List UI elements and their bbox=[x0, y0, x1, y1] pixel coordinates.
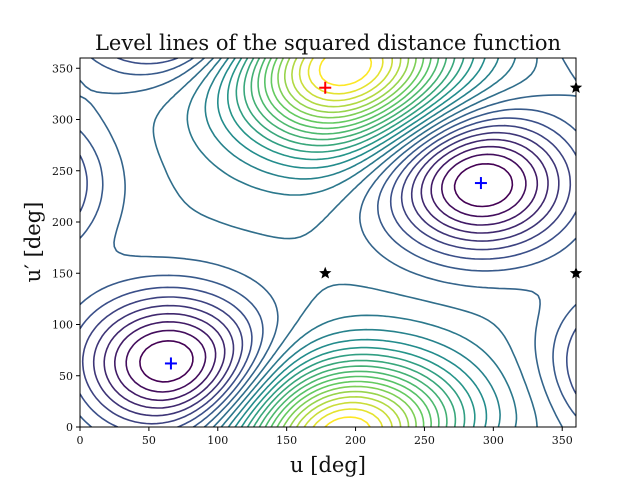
y-tick-label: 50 bbox=[59, 370, 73, 383]
y-tick-label: 250 bbox=[52, 165, 73, 178]
contour-level-16 bbox=[243, 58, 457, 427]
contour-level-10 bbox=[152, 58, 538, 427]
contour-level-13 bbox=[217, 58, 488, 427]
contour-level-2 bbox=[125, 153, 527, 393]
y-tick-label: 150 bbox=[52, 267, 73, 280]
contour-level-25 bbox=[307, 58, 384, 427]
contour-level-6 bbox=[81, 124, 572, 425]
y-tick-label: 100 bbox=[52, 319, 73, 332]
contour-level-24 bbox=[298, 58, 393, 427]
x-tick-label: 300 bbox=[483, 434, 504, 447]
contour-level-19 bbox=[264, 58, 432, 427]
y-axis-label: u′ [deg] bbox=[21, 202, 45, 283]
y-tick-label: 350 bbox=[52, 62, 73, 75]
min-marker bbox=[164, 357, 177, 370]
x-tick-label: 200 bbox=[345, 434, 366, 447]
max-marker bbox=[319, 81, 332, 94]
x-tick-label: 0 bbox=[77, 434, 84, 447]
contour-level-8 bbox=[80, 58, 576, 427]
plot-frame bbox=[79, 57, 577, 428]
min-marker bbox=[474, 177, 487, 190]
contour-level-14 bbox=[227, 58, 476, 427]
contour-level-5 bbox=[92, 131, 560, 417]
contour-level-15 bbox=[235, 58, 466, 427]
contour-level-11 bbox=[186, 58, 518, 427]
contour-level-3 bbox=[114, 145, 539, 402]
contour-level-4 bbox=[103, 138, 549, 409]
contour-level-20 bbox=[270, 58, 425, 427]
contour-level-22 bbox=[284, 58, 410, 427]
x-tick-label: 100 bbox=[207, 434, 228, 447]
contour-level-18 bbox=[257, 58, 440, 427]
chart-title: Level lines of the squared distance func… bbox=[95, 31, 561, 55]
x-tick-label: 350 bbox=[552, 434, 573, 447]
contour-level-9 bbox=[80, 58, 576, 427]
y-tick-label: 0 bbox=[66, 421, 73, 434]
contour-level-17 bbox=[250, 58, 448, 427]
y-tick-label: 200 bbox=[52, 216, 73, 229]
saddle-marker bbox=[319, 266, 332, 279]
contour-level-21 bbox=[277, 58, 417, 427]
x-axis-label: u [deg] bbox=[290, 453, 366, 477]
y-axis-ticks: 0 50 100 150 200 250 300 350 bbox=[52, 62, 80, 434]
x-tick-label: 150 bbox=[276, 434, 297, 447]
contour-level-23 bbox=[291, 58, 402, 427]
contour-level-26 bbox=[318, 58, 373, 427]
contour-level-1 bbox=[139, 163, 514, 383]
contour-lines bbox=[80, 58, 576, 427]
x-tick-label: 50 bbox=[142, 434, 156, 447]
x-axis-ticks: 0 50 100 150 200 250 300 350 bbox=[77, 427, 573, 447]
y-tick-label: 300 bbox=[52, 114, 73, 127]
x-tick-label: 250 bbox=[414, 434, 435, 447]
